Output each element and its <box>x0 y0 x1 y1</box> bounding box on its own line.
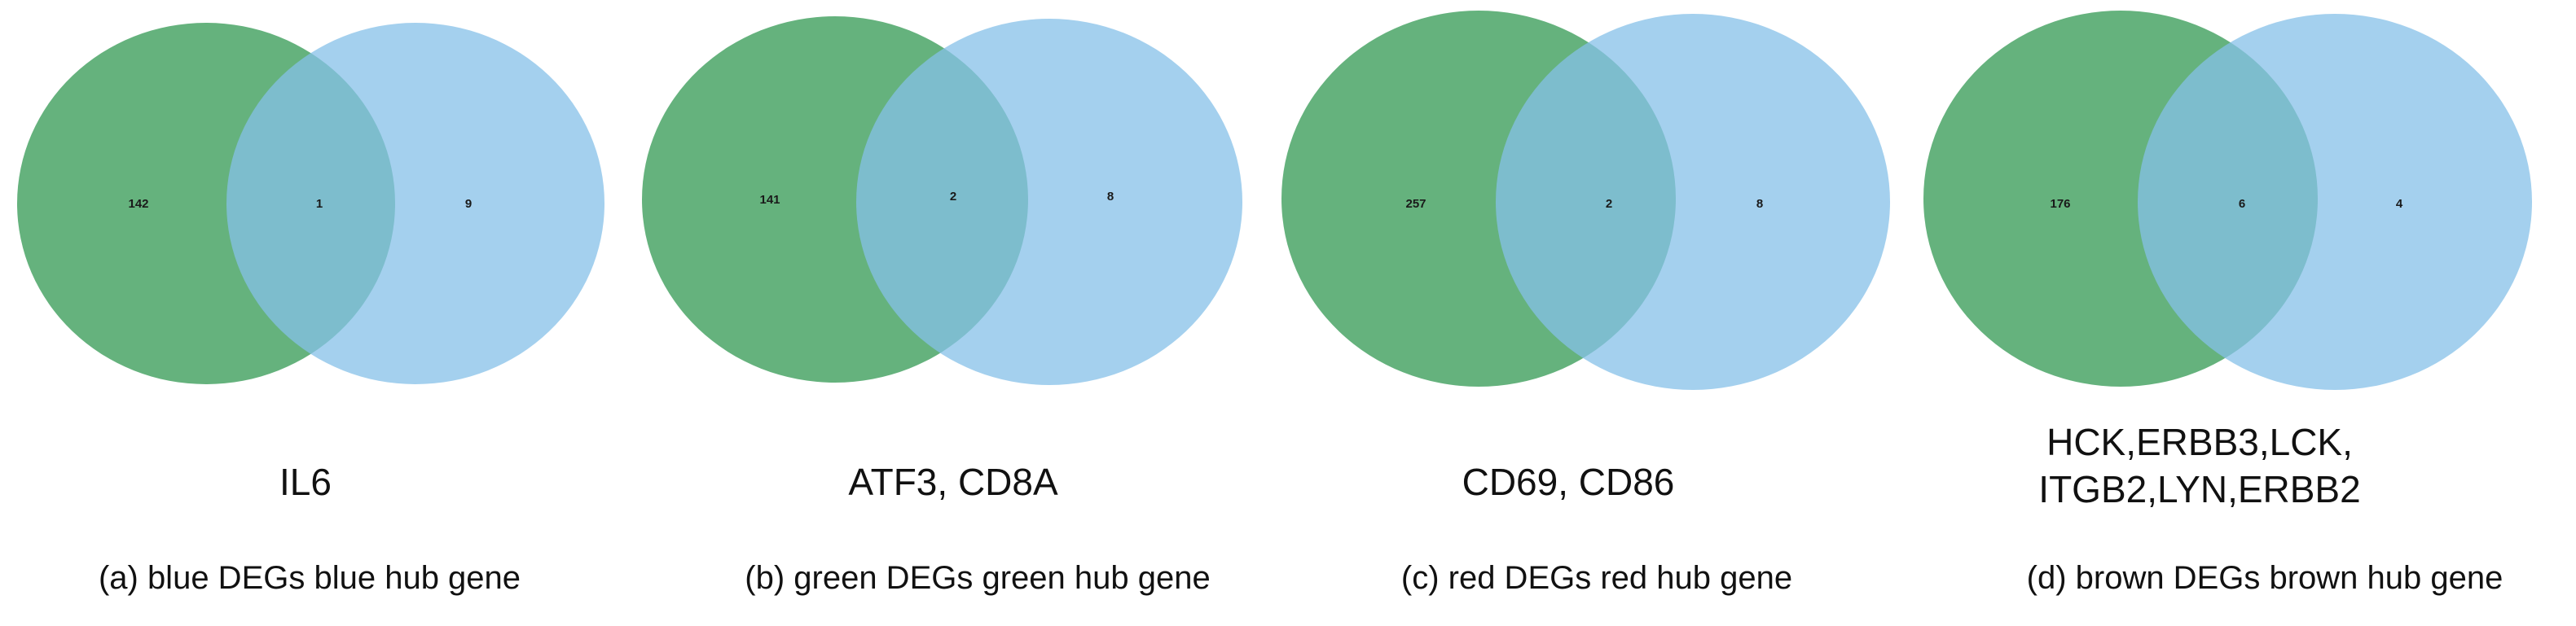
genes-a-line-1: IL6 <box>279 461 332 503</box>
venn-d: 176 6 4 <box>1923 11 2532 390</box>
caption-c: (c) red DEGs red hub gene <box>1400 560 1793 596</box>
caption-a: (a) blue DEGs blue hub gene <box>98 560 521 596</box>
venn-d-right-circle <box>2138 14 2532 390</box>
genes-label-a: IL6 <box>204 458 407 506</box>
venn-c-right-circle <box>1496 14 1890 390</box>
caption-d: (d) brown DEGs brown hub gene <box>2026 560 2503 596</box>
venn-b: 141 2 8 <box>642 16 1242 385</box>
venn-d-left-count: 176 <box>2050 197 2070 211</box>
venn-c-overlap-count: 2 <box>1606 197 1612 211</box>
venn-c: 257 2 8 <box>1281 11 1890 390</box>
genes-label-d: HCK,ERBB3,LCK, ITGB2,LYN,ERBB2 <box>1988 418 2411 513</box>
genes-label-b: ATF3, CD8A <box>790 458 1116 506</box>
genes-d-line-1: HCK,ERBB3,LCK, <box>2046 421 2353 463</box>
caption-b: (b) green DEGs green hub gene <box>745 560 1211 596</box>
venn-a-right-count: 9 <box>465 197 472 211</box>
venn-a-overlap-count: 1 <box>316 197 323 211</box>
venn-b-left-count: 141 <box>759 193 780 207</box>
venn-a-left-count: 142 <box>128 197 148 211</box>
venn-a: 142 1 9 <box>17 23 604 384</box>
genes-c-line-1: CD69, CD86 <box>1462 461 1675 503</box>
venn-c-right-count: 8 <box>1756 197 1763 211</box>
genes-label-c: CD69, CD86 <box>1405 458 1731 506</box>
venn-d-overlap-count: 6 <box>2239 197 2245 211</box>
genes-d-line-2: ITGB2,LYN,ERBB2 <box>2038 468 2361 510</box>
venn-a-right-circle <box>226 23 604 384</box>
venn-b-right-count: 8 <box>1107 190 1114 204</box>
genes-b-line-1: ATF3, CD8A <box>848 461 1058 503</box>
venn-d-right-count: 4 <box>2396 197 2403 211</box>
venn-c-left-count: 257 <box>1405 197 1426 211</box>
venn-b-overlap-count: 2 <box>950 190 956 204</box>
venn-b-right-circle <box>856 19 1242 385</box>
